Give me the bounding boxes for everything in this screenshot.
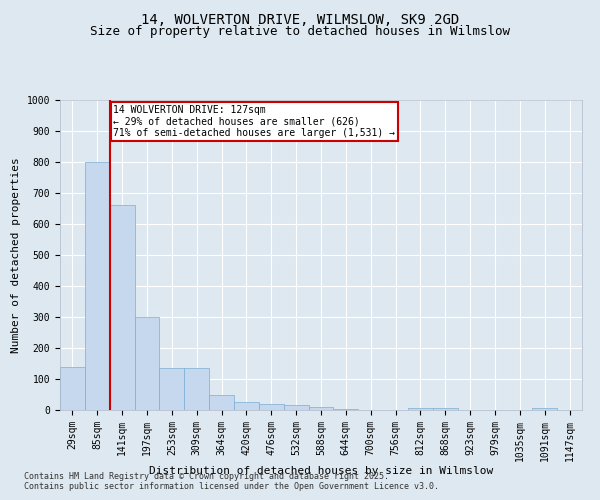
- Bar: [184, 368, 209, 410]
- Bar: [408, 408, 433, 410]
- Text: Contains public sector information licensed under the Open Government Licence v3: Contains public sector information licen…: [24, 482, 439, 491]
- Bar: [110, 206, 134, 410]
- Y-axis label: Number of detached properties: Number of detached properties: [11, 157, 21, 353]
- Text: Contains HM Land Registry data © Crown copyright and database right 2025.: Contains HM Land Registry data © Crown c…: [24, 472, 389, 481]
- Bar: [259, 404, 284, 410]
- Bar: [433, 408, 458, 410]
- Bar: [60, 366, 85, 410]
- Bar: [308, 407, 334, 410]
- Text: 14 WOLVERTON DRIVE: 127sqm
← 29% of detached houses are smaller (626)
71% of sem: 14 WOLVERTON DRIVE: 127sqm ← 29% of deta…: [113, 104, 395, 138]
- Bar: [334, 409, 358, 410]
- X-axis label: Distribution of detached houses by size in Wilmslow: Distribution of detached houses by size …: [149, 466, 493, 476]
- Text: 14, WOLVERTON DRIVE, WILMSLOW, SK9 2GD: 14, WOLVERTON DRIVE, WILMSLOW, SK9 2GD: [141, 12, 459, 26]
- Bar: [234, 402, 259, 410]
- Bar: [209, 394, 234, 410]
- Bar: [85, 162, 110, 410]
- Bar: [134, 317, 160, 410]
- Bar: [532, 408, 557, 410]
- Bar: [160, 368, 184, 410]
- Text: Size of property relative to detached houses in Wilmslow: Size of property relative to detached ho…: [90, 25, 510, 38]
- Bar: [284, 406, 308, 410]
